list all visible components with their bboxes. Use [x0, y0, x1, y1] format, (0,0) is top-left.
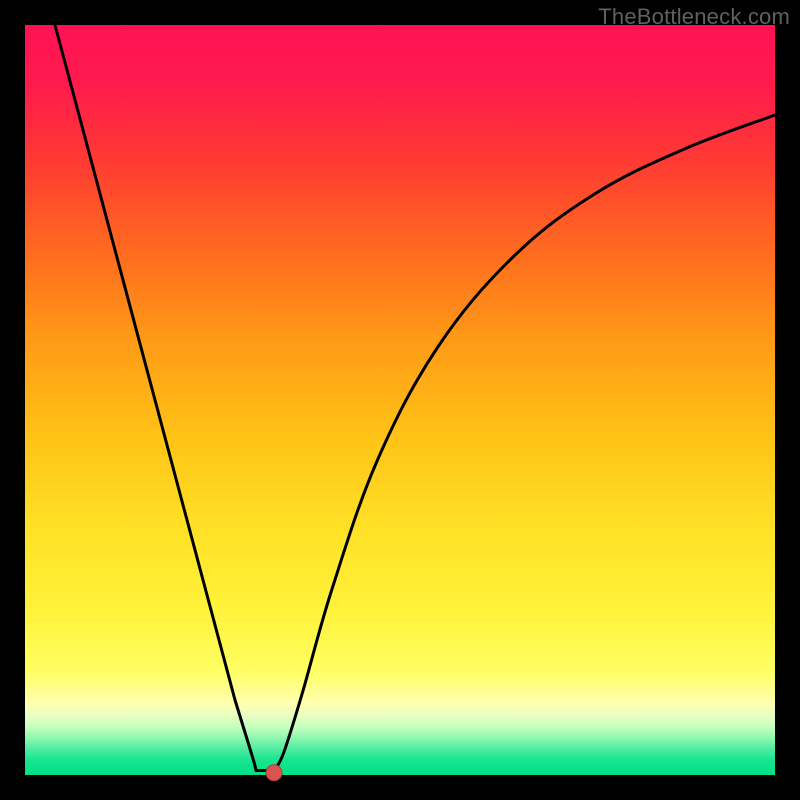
plot-background	[25, 25, 775, 775]
watermark-text: TheBottleneck.com	[598, 4, 790, 30]
bottleneck-chart	[0, 0, 800, 800]
optimum-marker	[266, 765, 282, 781]
chart-frame: TheBottleneck.com	[0, 0, 800, 800]
